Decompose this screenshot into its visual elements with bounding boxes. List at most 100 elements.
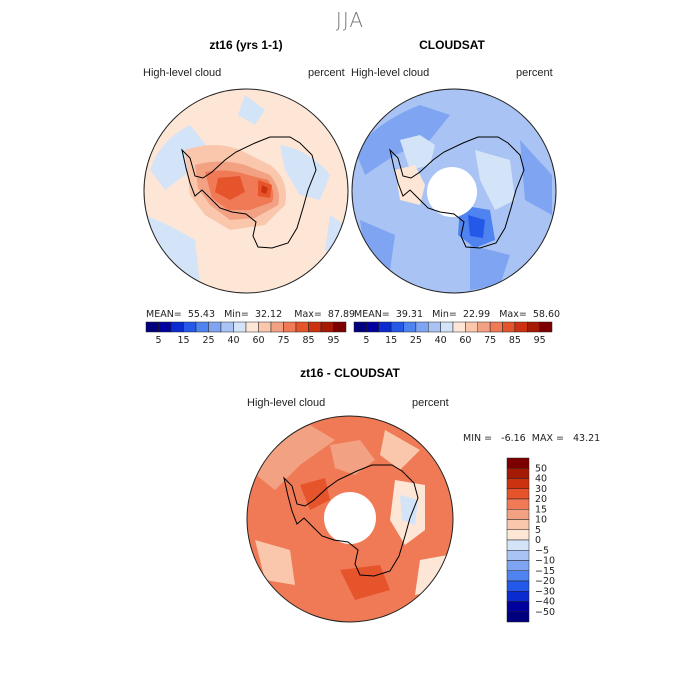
colorbar-swatch: [145, 321, 159, 333]
colorbar-swatch: [320, 321, 334, 333]
colorbar-swatch: [440, 321, 454, 333]
colorbar-tick-label: 15: [177, 335, 189, 346]
colorbar-swatch: [506, 519, 530, 530]
colorbar-swatch: [415, 321, 429, 333]
colorbar-tick-label: 85: [302, 335, 314, 346]
colorbar-tick-label: 40: [535, 474, 547, 485]
panel-model-units-label: percent: [308, 67, 345, 79]
colorbar-swatch: [158, 321, 172, 333]
colorbar-swatch: [506, 478, 530, 489]
colorbar-swatch: [366, 321, 379, 333]
panel-diff-minmax: MIN = -6.16 MAX = 43.21: [463, 433, 601, 444]
map-diff-coastline: [283, 464, 419, 577]
colorbar-swatch: [506, 591, 530, 602]
stat-min: 32.12: [254, 309, 283, 320]
colorbar-swatch: [245, 321, 259, 333]
colorbar-swatch: [183, 321, 197, 333]
colorbar-swatch: [527, 321, 540, 333]
panel-title-diff: zt16 - CLOUDSAT: [300, 366, 400, 380]
colorbar-tick-label: 75: [277, 335, 289, 346]
colorbar-tick-label: 60: [459, 335, 471, 346]
colorbar-swatch: [353, 321, 367, 333]
colorbar-swatch: [477, 321, 491, 333]
colorbar-swatch: [308, 321, 322, 333]
colorbar-swatch: [514, 321, 528, 333]
map-model-border: [143, 88, 349, 294]
colorbar-tick-label: 25: [202, 335, 214, 346]
colorbar-swatch: [506, 529, 530, 541]
colorbar-swatch: [233, 321, 247, 333]
map-obs-coastline: [389, 136, 525, 249]
colorbar-swatch: [390, 321, 404, 333]
panel-diff-field-label: High-level cloud: [247, 397, 326, 409]
colorbar-swatch: [452, 321, 466, 333]
colorbar-tick-label: 75: [484, 335, 496, 346]
colorbar-swatch: [506, 457, 530, 469]
colorbar-swatch: [506, 611, 530, 623]
colorbar-swatch: [258, 321, 272, 333]
colorbar-swatch: [539, 321, 553, 333]
panel-title-model: zt16 (yrs 1-1): [209, 38, 283, 52]
colorbar-swatch: [506, 570, 530, 582]
colorbar-swatch: [333, 321, 347, 333]
colorbar-swatch: [506, 580, 530, 592]
colorbar-swatch: [506, 560, 530, 571]
map-obs-border: [351, 88, 557, 294]
colorbar-swatch: [506, 539, 530, 551]
colorbar-tick-label: −5: [535, 545, 549, 556]
colorbar-tick-label: 0: [535, 535, 541, 546]
colorbar-tick-label: 30: [535, 484, 547, 495]
colorbar-tick-label: −10: [535, 556, 555, 567]
colorbar-swatch: [220, 321, 234, 333]
colorbar-tick-label: −40: [535, 597, 555, 608]
colorbar-swatch: [506, 550, 530, 561]
stat-mean: 39.31: [395, 309, 424, 320]
colorbar-swatch: [506, 498, 530, 510]
colorbar-tick-label: 40: [435, 335, 447, 346]
colorbar-swatch: [502, 321, 516, 333]
map-diff-missing-data: [324, 492, 376, 544]
season-title: JJA: [335, 8, 365, 32]
colorbar-tick-label: −15: [535, 566, 555, 577]
colorbar-swatch: [295, 321, 309, 333]
colorbar-swatch: [465, 321, 478, 333]
colorbar-tick-label: 5: [535, 525, 541, 536]
panel-obs-stats: MEAN= 39.31 Min= 22.99 Max= 58.60: [354, 309, 561, 320]
colorbar-tick-label: −30: [535, 586, 555, 597]
map-obs: [352, 89, 556, 293]
map-model-coastline: [181, 136, 317, 249]
colorbar-tick-label: −50: [535, 607, 555, 618]
colorbar-tick-label: 5: [155, 335, 161, 346]
colorbar-tick-label: −20: [535, 576, 555, 587]
map-obs-missing-data: [427, 167, 477, 217]
panel-model-field-label: High-level cloud: [143, 67, 222, 79]
colorbar-tick-label: 50: [535, 463, 547, 474]
colorbar-tick-label: 25: [410, 335, 422, 346]
stat-mean: 55.43: [187, 309, 216, 320]
stat-min: 22.99: [462, 309, 491, 320]
colorbar-swatch: [270, 321, 284, 333]
colorbar-swatch: [506, 468, 530, 479]
map-diff-border: [246, 415, 454, 623]
colorbar-tick-label: 85: [509, 335, 521, 346]
colorbar-model: 5 15 25 40 60 75 85 95: [145, 321, 347, 346]
colorbar-swatch: [506, 601, 530, 612]
stat-max: 58.60: [532, 309, 561, 320]
colorbar-swatch: [208, 321, 222, 333]
colorbar-swatch: [378, 321, 392, 333]
colorbar-swatch: [195, 321, 209, 333]
map-model: [144, 89, 348, 293]
colorbar-tick-label: 15: [385, 335, 397, 346]
colorbar-tick-label: 95: [327, 335, 339, 346]
stat-max: 87.89: [327, 309, 356, 320]
colorbar-swatch: [506, 488, 530, 500]
colorbar-tick-label: 60: [252, 335, 264, 346]
colorbar-tick-label: 10: [535, 515, 547, 526]
panel-model-stats: MEAN= 55.43 Min= 32.12 Max= 87.89: [146, 309, 356, 320]
colorbar-swatch: [506, 509, 530, 520]
panel-title-obs: CLOUDSAT: [419, 38, 485, 52]
panel-diff-units-label: percent: [412, 397, 449, 409]
colorbar-swatch: [489, 321, 503, 333]
